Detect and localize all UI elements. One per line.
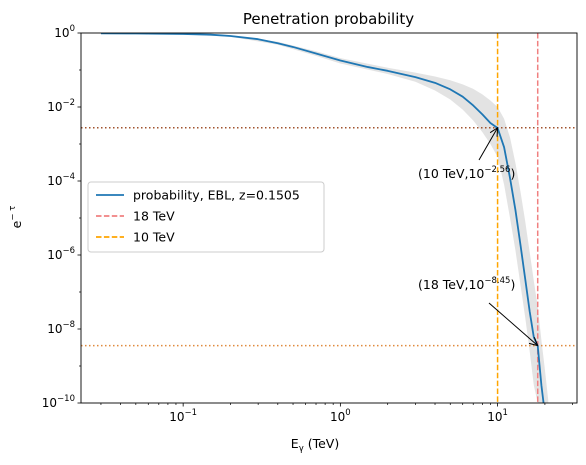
y-tick-label: 10−6 <box>47 246 75 262</box>
x-tick-label: 101 <box>487 408 508 424</box>
y-tick-label: 10−10 <box>42 394 75 410</box>
annotation-label-0: (10 TeV,10−2.56) <box>418 165 515 181</box>
legend-box <box>87 181 325 253</box>
legend: probability, EBL, z=0.1505 18 TeV 10 TeV <box>87 181 325 253</box>
y-tick-label: 10−2 <box>47 98 75 114</box>
chart-title: Penetration probability <box>243 10 414 28</box>
annotations: (10 TeV,10−2.56) (18 TeV,10−8.45) <box>418 128 538 346</box>
y-tick-label: 10−4 <box>47 172 75 188</box>
y-tick-label: 100 <box>54 24 75 40</box>
series-line-0 <box>100 33 545 403</box>
axes: 10−1 100 101 100 10−2 10−4 10−6 10−8 10−10 <box>42 24 578 424</box>
annotation-arrow-0 <box>478 128 498 161</box>
x-axis-label: Eγ (TeV) <box>291 436 339 454</box>
y-tick-label: 10−8 <box>47 320 75 336</box>
x-tick-label: 100 <box>330 408 351 424</box>
x-tick-label: 10−1 <box>169 408 197 424</box>
legend-label-2: 10 TeV <box>133 230 175 245</box>
legend-label-0: probability, EBL, z=0.1505 <box>133 188 300 203</box>
annotation-label-1: (18 TeV,10−8.45) <box>418 276 515 292</box>
annotation-arrow-1 <box>488 302 538 346</box>
legend-label-1: 18 TeV <box>133 209 175 224</box>
y-axis-label: e− τ <box>8 206 24 229</box>
